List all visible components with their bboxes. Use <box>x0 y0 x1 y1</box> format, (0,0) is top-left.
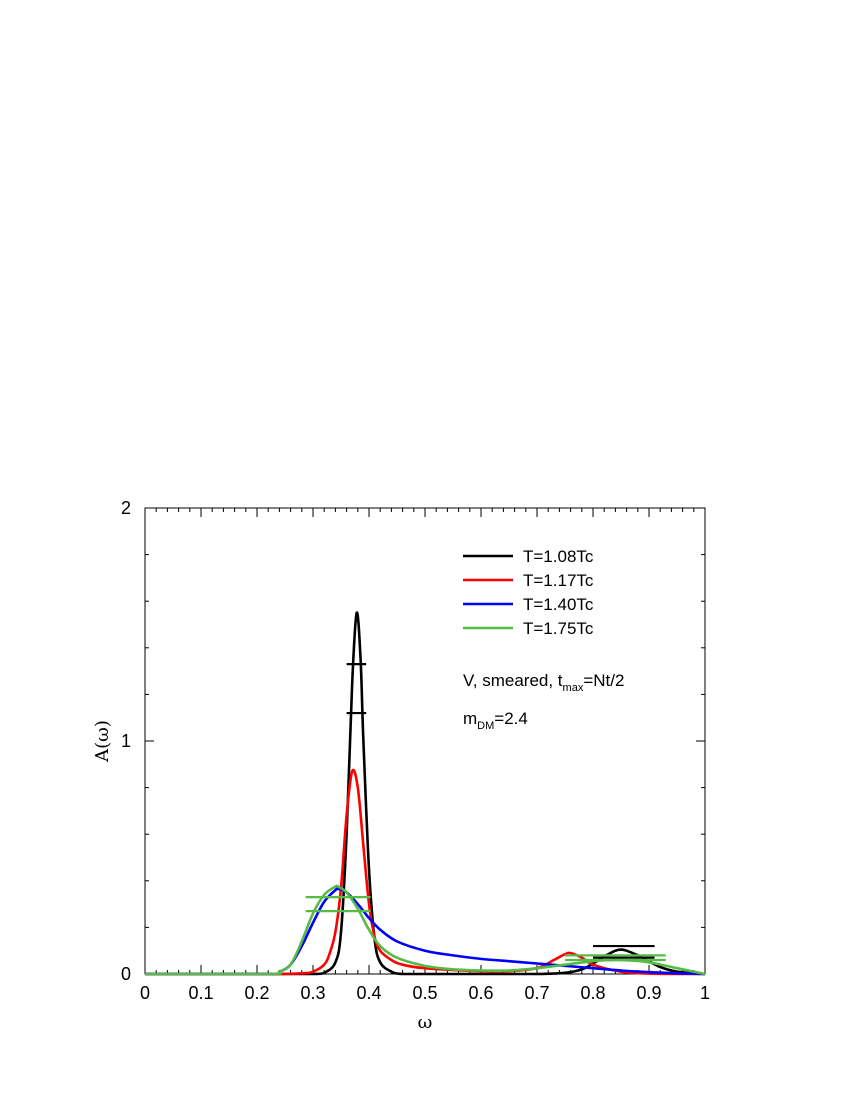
x-tick-label: 0.6 <box>468 983 493 1003</box>
series-curves <box>144 611 706 976</box>
x-tick-label: 0.2 <box>244 983 269 1003</box>
x-tick-label: 0.7 <box>524 983 549 1003</box>
legend-label-1: T=1.08Tc <box>523 547 594 566</box>
legend-label-2: T=1.17Tc <box>523 571 594 590</box>
x-tick-label: 1 <box>700 983 710 1003</box>
plot-area-frame <box>144 507 706 975</box>
series-line-2 <box>144 768 706 976</box>
x-tick-label: 0.1 <box>188 983 213 1003</box>
x-tick-label: 0.8 <box>580 983 605 1003</box>
legend-label-3: T=1.40Tc <box>523 595 594 614</box>
legend: T=1.08Tc T=1.17Tc T=1.40Tc T=1.75Tc <box>463 547 594 638</box>
x-tick-label: 0.9 <box>636 983 661 1003</box>
annotation-1: V, smeared, tmax=Nt/2 <box>463 671 624 694</box>
annotations: V, smeared, tmax=Nt/2 mDM=2.4 <box>463 671 624 732</box>
x-axis-label: ω <box>418 1012 433 1033</box>
axis-ticks <box>144 507 706 975</box>
y-axis-label: A(ω) <box>92 720 113 763</box>
y-tick-label: 0 <box>121 964 131 984</box>
annotation-2: mDM=2.4 <box>463 709 528 732</box>
x-tick-label: 0 <box>140 983 150 1003</box>
series-line-1 <box>144 611 706 976</box>
tick-labels: 0 0.1 0.2 0.3 0.4 0.5 0.6 0.7 0.8 0.9 1 0 1 2 <box>121 498 710 1003</box>
x-tick-label: 0.4 <box>356 983 381 1003</box>
legend-label-4: T=1.75Tc <box>523 619 594 638</box>
series-line-4 <box>144 884 706 976</box>
error-bars <box>305 663 666 962</box>
y-tick-label: 2 <box>121 498 131 518</box>
x-tick-label: 0.5 <box>412 983 437 1003</box>
x-tick-label: 0.3 <box>300 983 325 1003</box>
y-tick-label: 1 <box>121 731 131 751</box>
